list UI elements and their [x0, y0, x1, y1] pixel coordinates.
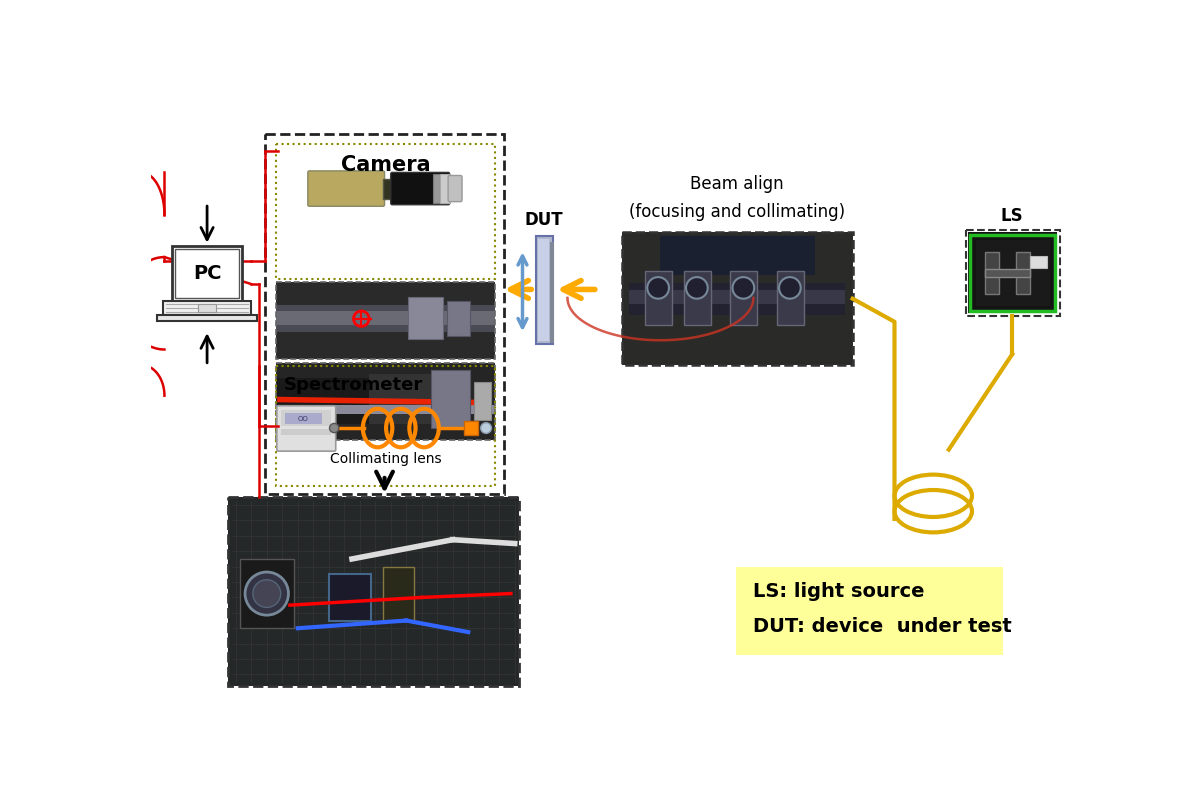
Bar	[550, 242, 554, 343]
Bar	[432, 174, 441, 204]
Circle shape	[330, 424, 338, 432]
Bar	[329, 574, 371, 621]
Text: PC: PC	[193, 264, 222, 283]
Bar	[968, 232, 1057, 313]
Circle shape	[253, 580, 281, 607]
Circle shape	[480, 423, 491, 433]
Bar	[630, 282, 845, 315]
Text: DUT: device  under test: DUT: device under test	[752, 617, 1011, 636]
Bar	[276, 363, 495, 440]
Bar	[265, 134, 504, 494]
Bar	[970, 235, 1055, 311]
Bar	[431, 370, 470, 428]
Bar	[1016, 252, 1031, 294]
Bar	[282, 429, 331, 435]
Text: Spectrometer: Spectrometer	[284, 377, 423, 394]
Text: OO: OO	[297, 416, 308, 422]
Circle shape	[246, 572, 289, 615]
Bar	[777, 271, 804, 325]
Bar	[621, 232, 852, 365]
Bar	[276, 144, 495, 279]
Bar	[976, 240, 1050, 305]
Bar	[966, 230, 1060, 316]
Text: Beam align
(focusing and collimating): Beam align (focusing and collimating)	[630, 175, 845, 221]
Bar	[172, 246, 242, 301]
Bar	[276, 311, 495, 325]
Bar	[473, 382, 491, 421]
Bar	[630, 290, 845, 304]
Text: LS: LS	[1001, 207, 1023, 225]
Bar	[408, 297, 443, 339]
Bar	[163, 301, 252, 315]
Bar	[176, 249, 238, 298]
Text: DUT: DUT	[525, 211, 563, 229]
Bar	[282, 410, 331, 426]
Bar	[276, 378, 370, 425]
Text: Camera: Camera	[341, 156, 430, 176]
Bar	[240, 559, 294, 628]
Circle shape	[779, 277, 801, 299]
Bar	[985, 252, 999, 294]
Bar	[228, 498, 519, 686]
Bar	[736, 567, 1003, 655]
Bar	[621, 232, 852, 365]
FancyBboxPatch shape	[391, 173, 449, 205]
Bar	[276, 405, 495, 414]
Bar	[447, 301, 470, 335]
FancyBboxPatch shape	[277, 405, 336, 451]
Bar	[157, 315, 258, 321]
Bar	[645, 271, 672, 325]
Circle shape	[686, 277, 708, 299]
FancyBboxPatch shape	[448, 176, 462, 202]
Circle shape	[732, 277, 754, 299]
Text: Collimating lens: Collimating lens	[330, 452, 441, 466]
FancyBboxPatch shape	[308, 171, 384, 206]
Bar	[276, 304, 495, 332]
Bar	[383, 179, 393, 199]
Bar	[228, 498, 519, 686]
Bar	[276, 281, 495, 359]
Bar	[383, 567, 414, 621]
Bar	[276, 363, 495, 440]
Circle shape	[648, 277, 669, 299]
Bar	[684, 271, 710, 325]
Bar	[197, 304, 217, 312]
Bar	[538, 239, 549, 341]
Bar	[276, 281, 495, 359]
Bar	[465, 421, 478, 435]
Bar	[1031, 255, 1047, 268]
Bar	[284, 413, 321, 425]
Bar	[730, 271, 757, 325]
Bar	[276, 366, 495, 486]
Bar	[985, 270, 1031, 277]
Bar	[536, 236, 553, 344]
Bar	[661, 236, 815, 275]
Bar	[441, 174, 449, 204]
Text: LS: light source: LS: light source	[752, 582, 925, 601]
Bar	[370, 374, 431, 425]
